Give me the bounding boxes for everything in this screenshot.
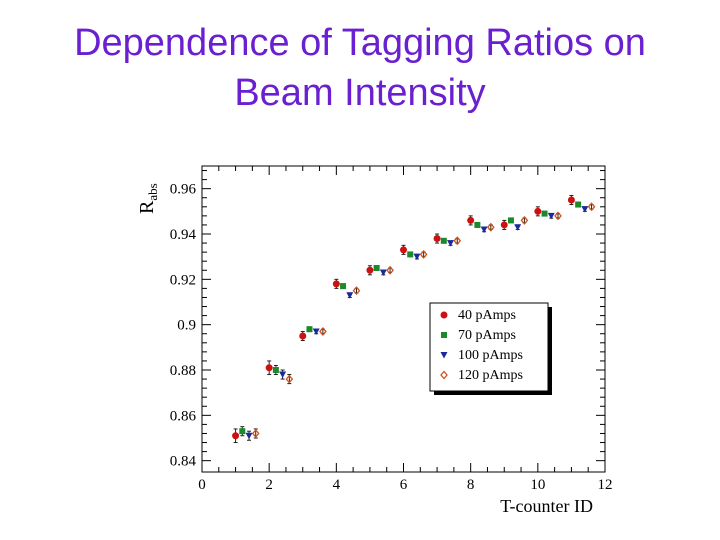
data-point bbox=[340, 283, 347, 290]
data-point bbox=[581, 206, 589, 213]
slide-title-line-2: Beam Intensity bbox=[234, 72, 486, 114]
series-2 bbox=[239, 201, 582, 437]
data-point bbox=[587, 202, 596, 212]
legend-marker bbox=[441, 332, 447, 338]
data-point bbox=[413, 253, 421, 261]
legend-label: 40 pAmps bbox=[458, 308, 516, 323]
data-point bbox=[447, 240, 455, 247]
data-point bbox=[386, 265, 394, 275]
data-point bbox=[352, 286, 361, 296]
data-point bbox=[480, 226, 488, 233]
data-point bbox=[279, 371, 287, 379]
data-point bbox=[486, 222, 495, 232]
y-axis-label: Rabs bbox=[136, 183, 160, 214]
data-point bbox=[467, 216, 475, 224]
legend-label: 100 pAmps bbox=[458, 348, 523, 363]
data-point bbox=[373, 265, 380, 271]
data-point bbox=[541, 210, 548, 217]
series-1 bbox=[232, 194, 575, 444]
y-tick-label: 0.9 bbox=[177, 318, 196, 334]
y-tick-label: 0.88 bbox=[170, 363, 196, 379]
legend-marker bbox=[440, 311, 448, 319]
legend: 40 pAmps 70 pAmps 100 pAmps 120 pAmps bbox=[429, 302, 549, 392]
data-point bbox=[575, 201, 582, 208]
data-point bbox=[474, 221, 481, 228]
data-point bbox=[419, 249, 428, 259]
x-tick-label: 12 bbox=[598, 477, 613, 493]
data-point bbox=[299, 332, 307, 340]
data-point bbox=[265, 364, 273, 372]
legend-marker bbox=[440, 352, 448, 359]
legend-label: 70 pAmps bbox=[458, 328, 516, 343]
data-point bbox=[319, 326, 327, 336]
y-tick-label: 0.86 bbox=[170, 408, 197, 424]
x-tick-label: 0 bbox=[198, 477, 206, 493]
slide-title: Dependence of Tagging Ratios on Beam Int… bbox=[0, 18, 720, 118]
data-point bbox=[440, 237, 447, 244]
x-tick-label: 10 bbox=[530, 477, 545, 493]
legend-box bbox=[429, 302, 549, 392]
data-point bbox=[400, 246, 407, 254]
data-point bbox=[312, 328, 320, 335]
data-point bbox=[500, 221, 508, 229]
data-point bbox=[567, 196, 575, 204]
data-point bbox=[285, 374, 294, 384]
y-axis-label-subscript: abs bbox=[145, 183, 160, 200]
data-point bbox=[332, 280, 340, 288]
data-point bbox=[520, 215, 529, 225]
data-point bbox=[251, 428, 260, 438]
y-tick-label: 0.94 bbox=[170, 227, 197, 243]
data-point bbox=[232, 432, 240, 440]
y-tick-label: 0.92 bbox=[170, 272, 196, 288]
y-tick-label: 0.96 bbox=[170, 182, 197, 198]
series-4 bbox=[251, 202, 596, 439]
legend-marker bbox=[440, 370, 448, 380]
data-point bbox=[379, 269, 387, 277]
data-point bbox=[514, 224, 522, 231]
legend-label: 120 pAmps bbox=[458, 368, 523, 383]
data-point bbox=[245, 432, 253, 440]
x-tick-label: 6 bbox=[400, 477, 408, 493]
x-tick-label: 2 bbox=[265, 477, 273, 493]
data-point bbox=[507, 217, 514, 224]
y-tick-label: 0.84 bbox=[170, 454, 197, 470]
data-point bbox=[306, 326, 313, 333]
data-point bbox=[407, 251, 414, 258]
data-point bbox=[433, 235, 441, 243]
data-point bbox=[272, 367, 279, 373]
data-point bbox=[547, 212, 555, 220]
data-point bbox=[366, 266, 374, 274]
slide-title-line-1: Dependence of Tagging Ratios on bbox=[74, 22, 646, 64]
data-point bbox=[346, 292, 354, 299]
data-point bbox=[453, 236, 462, 246]
series-3 bbox=[245, 206, 589, 441]
x-tick-label: 8 bbox=[467, 477, 475, 493]
y-axis-label-main: R bbox=[136, 200, 158, 214]
data-point bbox=[239, 428, 246, 435]
x-axis-label: T-counter ID bbox=[500, 496, 593, 516]
x-tick-label: 4 bbox=[333, 477, 341, 493]
data-point bbox=[534, 207, 542, 215]
data-point bbox=[554, 211, 562, 221]
